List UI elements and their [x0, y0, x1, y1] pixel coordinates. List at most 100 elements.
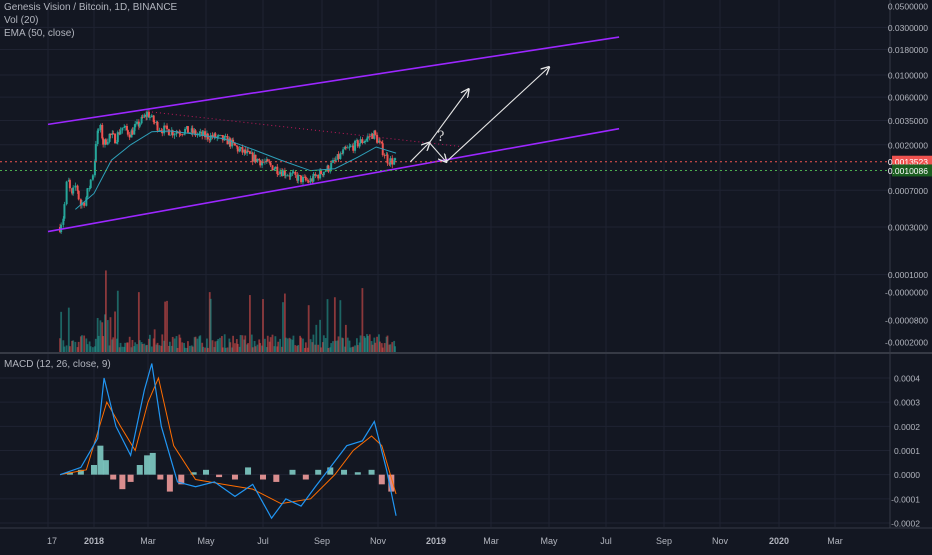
macd-indicator-label[interactable]: MACD (12, 26, close, 9): [4, 359, 111, 370]
volume-bar: [131, 339, 134, 352]
candle-body: [223, 136, 226, 141]
volume-bar: [246, 344, 249, 352]
forecast-arrow: [409, 143, 429, 163]
volume-bar: [326, 299, 329, 352]
volume-bar: [76, 347, 79, 352]
volume-bar: [282, 302, 284, 352]
volume-bar: [86, 344, 89, 352]
volume-bar: [190, 345, 193, 352]
candle-body: [277, 173, 280, 175]
volume-bar: [137, 292, 140, 352]
volume-bar: [342, 338, 345, 352]
candle-body: [273, 168, 276, 171]
candle-body: [386, 154, 389, 164]
volume-bar: [261, 345, 263, 352]
volume-bar: [77, 341, 80, 352]
candle-body: [354, 140, 357, 151]
candle-body: [235, 145, 238, 147]
macd-histogram-bar: [102, 460, 109, 475]
price-axis-label: 0.0300000: [888, 23, 928, 33]
volume-bar: [358, 342, 361, 352]
candle-body: [198, 133, 201, 135]
volume-bar: [118, 347, 121, 352]
volume-bar: [288, 337, 291, 352]
upper-channel-line: [47, 36, 620, 126]
volume-bar: [250, 334, 253, 352]
volume-bar: [303, 347, 306, 352]
volume-bar: [179, 337, 182, 352]
volume-bar: [219, 337, 221, 352]
candle-body: [72, 187, 75, 194]
candle-body: [166, 125, 169, 130]
candle-body: [116, 132, 119, 143]
volume-bar: [74, 341, 77, 352]
volume-bar: [183, 342, 186, 352]
volume-bar: [249, 295, 251, 352]
volume-bar: [149, 334, 151, 352]
volume-bar: [251, 347, 254, 352]
volume-bar: [226, 347, 229, 352]
volume-bar: [59, 338, 61, 352]
vol-indicator-label[interactable]: Vol (20): [4, 15, 39, 26]
macd-histogram-bar: [302, 474, 309, 480]
chart-title[interactable]: Genesis Vision / Bitcoin, 1D, BINANCE: [4, 2, 178, 13]
candle-body: [292, 171, 295, 173]
volume-bar: [148, 338, 150, 352]
volume-bar: [324, 338, 327, 352]
macd-axis-label: -0.0002: [891, 519, 920, 529]
volume-bar: [143, 343, 146, 352]
volume-bar: [170, 345, 173, 352]
ema-indicator-label[interactable]: EMA (50, close): [4, 28, 75, 39]
volume-bar: [71, 340, 73, 352]
candle-body: [88, 187, 91, 189]
candle-body: [348, 146, 351, 148]
volume-bar: [264, 338, 266, 352]
candle-body: [301, 176, 304, 183]
candle-body: [152, 115, 155, 122]
volume-bar: [254, 346, 257, 352]
candle-body: [71, 188, 74, 194]
price-axis-label: 0.0035000: [888, 116, 928, 126]
volume-bar: [111, 339, 114, 352]
volume-bar: [166, 300, 168, 352]
macd-histogram-bar: [260, 474, 266, 480]
candle-body: [131, 130, 134, 135]
volume-bar: [150, 346, 153, 352]
volume-bar: [235, 339, 238, 352]
volume-bar: [355, 338, 358, 352]
volume-bar: [104, 314, 106, 352]
candle-body: [377, 140, 380, 143]
candle-body: [258, 158, 261, 161]
candle-body: [163, 125, 166, 134]
candle-body: [330, 162, 333, 170]
macd-histogram-bar: [341, 469, 348, 475]
time-axis-label: Jul: [257, 536, 269, 546]
candle-body: [376, 134, 379, 143]
candle-body: [319, 170, 322, 179]
volume-bar: [244, 335, 247, 352]
volume-bar: [153, 329, 156, 352]
volume-bar: [81, 335, 83, 352]
candle-body: [291, 172, 294, 174]
volume-bar: [351, 347, 354, 352]
volume-bar: [160, 345, 163, 352]
volume-bar: [67, 307, 70, 352]
volume-bar: [188, 345, 191, 352]
volume-bar: [236, 343, 239, 352]
volume-bar: [281, 346, 283, 352]
volume-bar: [368, 334, 371, 352]
volume-bar: [394, 346, 397, 352]
volume-bar: [327, 347, 330, 352]
volume-bar: [367, 336, 369, 352]
candle-body: [241, 147, 244, 153]
candle-body: [279, 171, 282, 175]
price-axis-label: 0.0007000: [888, 186, 928, 196]
candle-body: [346, 147, 349, 149]
candle-body: [254, 154, 257, 162]
volume-bar: [133, 346, 136, 352]
candle-body: [312, 173, 315, 182]
macd-histogram-bar: [91, 465, 97, 475]
candle-body: [83, 202, 86, 206]
volume-bar: [184, 347, 186, 352]
candle-body: [269, 162, 272, 166]
